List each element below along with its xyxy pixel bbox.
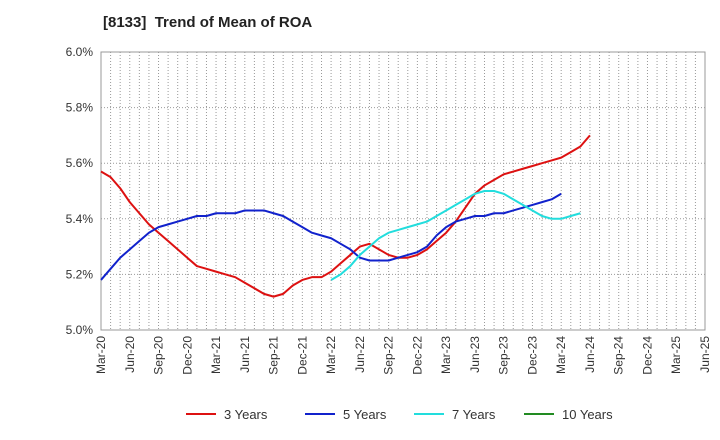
- series-lines: [100, 134, 591, 298]
- y-tick-label: 5.8%: [66, 101, 94, 115]
- x-tick-label: Dec-22: [410, 336, 424, 375]
- x-tick-label: Jun-22: [353, 336, 367, 373]
- x-tick-label: Sep-23: [497, 336, 511, 375]
- x-tick-label: Jun-21: [238, 336, 252, 373]
- x-tick-label: Mar-25: [669, 336, 683, 374]
- y-tick-label: 6.0%: [66, 45, 94, 59]
- y-tick-label: 5.6%: [66, 156, 94, 170]
- x-tick-label: Sep-20: [152, 336, 166, 375]
- x-tick-label: Dec-24: [640, 336, 654, 375]
- x-tick-label: Jun-25: [698, 336, 712, 373]
- plot-area-border: [100, 51, 706, 331]
- legend-label: 7 Years: [452, 407, 496, 422]
- y-tick-label: 5.2%: [66, 267, 94, 281]
- series-line-7-years: [330, 190, 581, 281]
- y-tick-label: 5.0%: [66, 323, 94, 337]
- x-tick-label: Mar-20: [94, 336, 108, 374]
- legend-label: 3 Years: [224, 407, 268, 422]
- x-axis-ticks: Mar-20 Jun-20 Sep-20 Dec-20 Mar-21 Jun-21 Sep-…: [94, 336, 712, 375]
- legend: 3 Years 5 Years 7 Years 10 Years: [186, 407, 613, 422]
- x-tick-label: Sep-21: [267, 336, 281, 375]
- x-tick-label: Sep-22: [382, 336, 396, 375]
- x-tick-label: Mar-24: [554, 336, 568, 374]
- y-axis-ticks: 5.0% 5.2% 5.4% 5.6% 5.8% 6.0%: [66, 45, 94, 337]
- legend-label: 5 Years: [343, 407, 387, 422]
- x-tick-label: Mar-22: [324, 336, 338, 374]
- x-tick-label: Mar-21: [209, 336, 223, 374]
- y-tick-label: 5.4%: [66, 212, 94, 226]
- x-tick-label: Dec-20: [180, 336, 194, 375]
- series-line-3-years: [100, 134, 591, 298]
- series-line-5-years: [100, 192, 562, 281]
- x-tick-label: Sep-24: [612, 336, 626, 375]
- grid: [101, 52, 705, 330]
- x-tick-label: Jun-23: [468, 336, 482, 373]
- x-tick-label: Jun-24: [583, 336, 597, 373]
- x-tick-label: Jun-20: [123, 336, 137, 373]
- legend-label: 10 Years: [562, 407, 613, 422]
- chart-title: [8133] Trend of Mean of ROA: [103, 14, 313, 31]
- x-tick-label: Dec-23: [525, 336, 539, 375]
- x-tick-label: Mar-23: [439, 336, 453, 374]
- x-tick-label: Dec-21: [295, 336, 309, 375]
